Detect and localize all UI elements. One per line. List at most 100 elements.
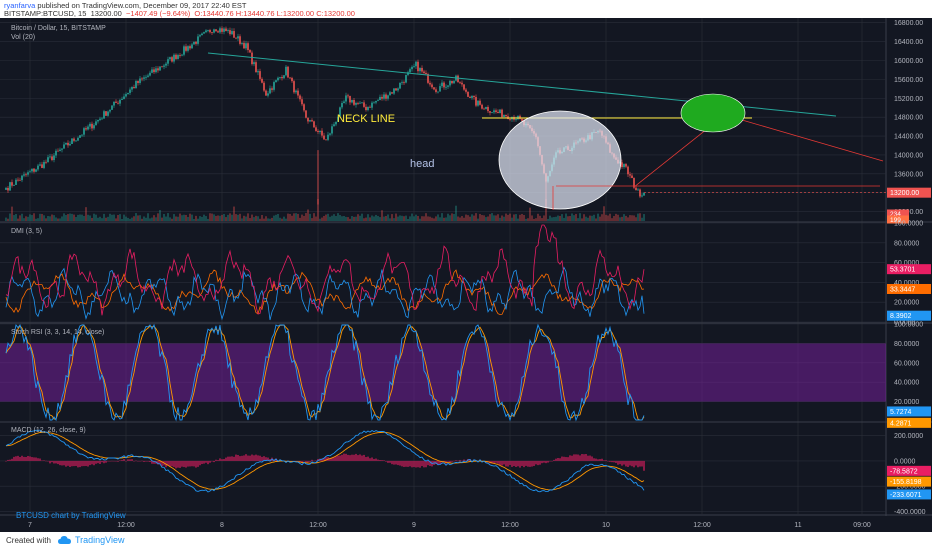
candle-body [411,66,413,70]
macd-histogram-bar [631,460,633,467]
volume-bar [45,218,47,221]
volume-bar [145,217,147,221]
author-link[interactable]: ryanfarva [4,1,36,10]
macd-histogram-bar [621,460,623,466]
candle-body [481,104,483,109]
macd-histogram-bar [219,458,221,461]
volume-bar [71,213,73,221]
volume-bar [399,215,401,221]
volume-bar [29,214,31,221]
volume-bar [387,214,389,221]
macd-histogram-bar [197,460,199,467]
macd-histogram-bar [61,460,63,466]
macd-histogram-bar [247,455,249,461]
candle-body [639,189,641,197]
macd-histogram-bar [107,460,109,462]
candle-body [265,90,267,96]
candle-body [161,66,163,68]
time-axis[interactable]: 7 12:00 8 12:00 9 12:00 10 12:00 11 09:00 [0,516,932,532]
volume-bar [233,206,235,221]
candle-body [261,78,263,83]
volume-bar [239,213,241,221]
macd-histogram-bar [35,457,37,461]
candle-body [361,102,363,104]
candle-body [321,130,323,136]
time-tick-label: 7 [28,522,32,529]
publish-line: ryanfarva published on TradingView.com, … [4,1,247,10]
volume-bar [389,218,391,221]
indicator-tick-label: 20.0000 [894,399,919,406]
macd-histogram-bar [345,453,347,461]
macd-histogram-bar [79,460,81,468]
volume-bar [611,218,613,221]
candle-body [271,88,273,90]
volume-bar [287,213,289,221]
candle-body [27,172,29,175]
target-ellipse[interactable] [680,93,746,133]
volume-bar [237,214,239,221]
volume-bar [213,214,215,221]
volume-bar [49,216,51,221]
chart-canvas[interactable]: NECK LINE head 12800.0013200.0013600.001… [0,18,932,532]
volume-bar [51,214,53,221]
volume-bar [451,213,453,221]
price-axis[interactable]: 12800.0013200.0013600.0014000.0014400.00… [887,20,931,516]
volume-bar [7,218,9,221]
macd-histogram-bar [603,460,605,461]
candle-body [625,164,627,167]
volume-bar [165,216,167,221]
macd-histogram-bar [529,460,531,467]
volume-bar [577,218,579,221]
volume-bar [159,210,161,221]
macd-histogram-bar [341,454,343,461]
minus-di-line [5,266,645,321]
candle-body [461,82,463,85]
macd-histogram-bar [639,460,641,467]
macd-histogram-bar [363,454,365,461]
volume-bar [103,213,105,221]
macd-histogram-bar [225,457,227,461]
indicator-value-tag [887,417,931,428]
indicator-tick-label: 80.0000 [894,341,919,348]
head-ellipse[interactable] [498,110,622,210]
macd-histogram-bar [249,455,251,461]
macd-histogram-bar [625,460,627,467]
macd-histogram-bar [375,458,377,461]
chart-area[interactable]: NECK LINE head 12800.0013200.0013600.001… [0,18,932,532]
volume-bar [57,218,59,221]
candle-body [393,88,395,94]
macd-histogram-bar [347,454,349,461]
chart-header: ryanfarva published on TradingView.com, … [0,0,932,18]
candle-body [451,80,453,84]
candle-body [415,61,417,67]
volume-bar [605,214,607,221]
volume-bar [453,214,455,221]
volume-bar [523,214,525,221]
macd-pane-title: MACD (12, 26, close, 9) [11,427,86,434]
time-tick-label: 12:00 [693,522,711,529]
macd-histogram-bar [335,456,337,461]
candle-body [259,71,261,79]
volume-bar [33,213,35,221]
volume-bar [37,218,39,221]
symbol-line: BITSTAMP:BTCUSD, 15 13200.00 −1407.49 (−… [4,9,355,18]
candle-body [331,126,333,134]
candle-body [227,30,229,32]
volume-bar [511,217,513,221]
candle-body [409,69,411,73]
candle-body [225,28,227,32]
macd-histogram-bar [333,457,335,461]
volume-bar [473,215,475,221]
candle-body [151,69,153,73]
candle-body [133,87,135,88]
candle-body [11,182,13,186]
macd-histogram-bar [569,455,571,461]
candle-body [477,100,479,106]
candle-body [307,117,309,122]
volume-bar [231,214,233,221]
projection-up-line[interactable] [633,124,713,188]
candle-body [23,174,25,176]
tradingview-logo[interactable]: TradingView [58,535,125,545]
projection-down-line[interactable] [741,119,884,162]
volume-bar [599,216,601,221]
